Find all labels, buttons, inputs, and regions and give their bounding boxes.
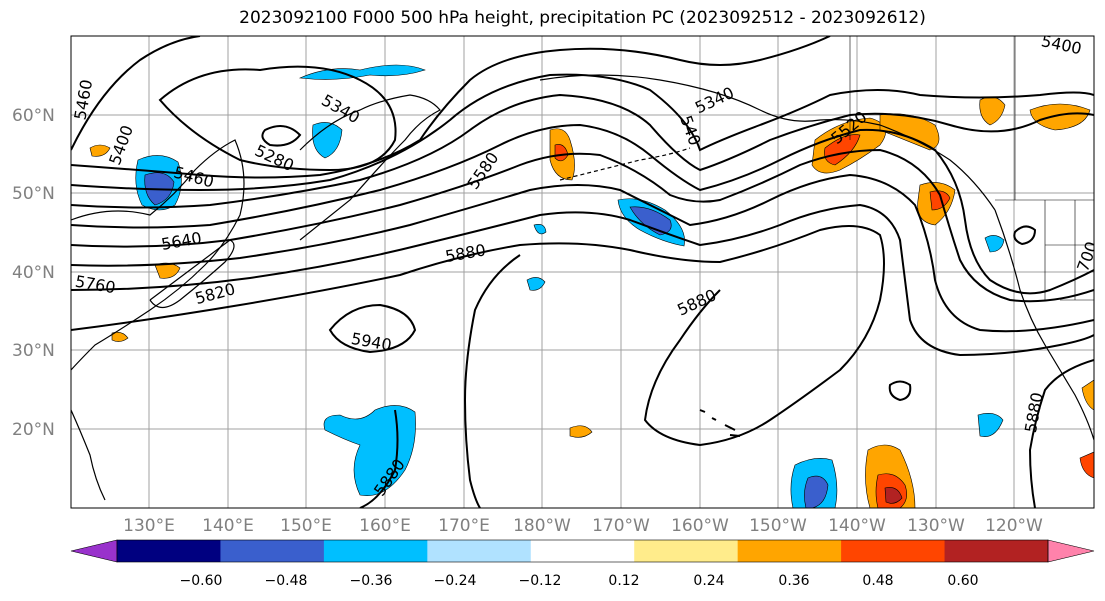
colorbar-tick-label: 0.12 [608,573,639,589]
coastline-philippines [71,409,106,501]
lon-label: 170°E [438,516,490,536]
colorbar-tick-label: −0.60 [180,573,223,589]
neg-anomaly-aleutian-core [629,206,672,236]
pos-anomaly-subtropical-east-inner [884,487,903,504]
lon-label: 160°E [359,516,411,536]
neg-anomaly-subtropical-east-core [804,475,829,508]
lon-label: 140°W [828,516,886,536]
contour-5520 [71,73,1094,192]
lat-label-40n: 40°N [12,263,55,283]
contour-5880-center-south [463,254,521,508]
colorbar-outline [116,539,1049,563]
coastline-asia [71,139,245,371]
lon-label: 130°W [907,516,965,536]
contour-5880-north [71,225,885,447]
border-us-states [1014,36,1094,300]
lat-label-30n: 30°N [12,341,55,361]
colorbar-tick-label: −0.48 [265,573,308,589]
colorbar-extend-high [1047,539,1095,563]
lon-label: 170°W [592,516,650,536]
coastline-japan [149,239,235,309]
lat-label-20n: 20°N [12,420,55,440]
colorbar-tick-label: 0.48 [862,573,893,589]
colorbar [70,539,1095,563]
coastlines [71,74,1094,501]
contour-5580 [71,93,1094,209]
pos-anomaly-small-2 [111,331,129,342]
lon-label: 130°E [123,516,175,536]
colorbar-tick-label: 0.36 [778,573,809,589]
contour-5400-arctic-west [71,36,201,151]
map-border [70,35,1095,509]
contour-5280-low-okhotsk [261,125,302,147]
neg-anomaly-bc-coast [984,235,1005,253]
pos-anomaly-central-small [569,425,593,438]
contour-5880-subtropical-east [1028,359,1094,508]
neg-anomaly-arctic-north [298,64,426,80]
lat-label-60n: 60°N [12,106,55,126]
colorbar-tick-label: 0.60 [947,573,978,589]
lon-label: 150°W [749,516,807,536]
contour-5880-high-east [888,380,912,402]
contour-5820 [71,203,1094,357]
colorbar-tick-label: −0.24 [434,573,477,589]
neg-anomaly-small-3 [977,413,1004,437]
contour-5640 [71,123,1094,295]
coastline-aleutians [559,147,691,181]
lon-label: 180°W [513,516,571,536]
pos-anomaly-japan-sea [154,262,181,279]
colorbar-segment [634,540,739,562]
colorbar-segment [841,540,946,562]
coastline-hawaii [699,409,741,437]
contour-ne-pacific-low [1013,225,1037,246]
height-contours [71,36,1094,508]
pos-anomaly-canada-east [1029,103,1091,131]
neg-anomaly-okhotsk [312,122,343,159]
contour-5700 [71,148,1094,303]
colorbar-segment [117,540,221,562]
lon-label: 140°E [202,516,254,536]
coastline-north-america [994,209,1094,441]
lon-label: 160°W [671,516,729,536]
lon-label: 150°E [280,516,332,536]
coastline-alaska [539,74,996,211]
colorbar-segment [323,540,428,562]
contour-5760 [71,173,1094,333]
pos-anomaly-mexico-coast-2 [1079,451,1094,479]
contour-5340-okhotsk [158,65,397,172]
colorbar-extend-low [70,539,118,563]
contour-5880-west [359,409,399,508]
colorbar-segment [530,540,635,562]
colorbar-segment [220,540,325,562]
contour-5460-arctic [71,36,831,179]
neg-anomaly-small-2 [533,224,547,235]
colorbar-tick-label: −0.36 [350,573,393,589]
pos-anomaly-small-1 [89,144,111,157]
borders [849,36,1094,301]
contour-5940 [328,303,417,354]
colorbar-tick-labels: −0.60 −0.48 −0.36 −0.24 −0.12 0.12 0.24 … [180,573,979,589]
longitude-labels: 130°E 140°E 150°E 160°E 170°E 180°W 170°… [123,516,1043,536]
colorbar-tick-label: −0.12 [519,573,562,589]
pos-anomaly-mexico-coast [1081,379,1094,411]
latitude-labels: 60°N 50°N 40°N 30°N 20°N [12,106,55,440]
map-title: 2023092100 F000 500 hPa height, precipit… [239,8,926,28]
coastline-kamchatka [299,94,441,241]
lon-label: 120°W [985,516,1043,536]
colorbar-tick-label: 0.24 [693,573,724,589]
neg-anomaly-small-1 [526,277,546,291]
colorbar-segment [427,540,532,562]
colorbar-segment [737,540,842,562]
colorbar-segment [944,540,1049,562]
lat-label-50n: 50°N [12,184,55,204]
